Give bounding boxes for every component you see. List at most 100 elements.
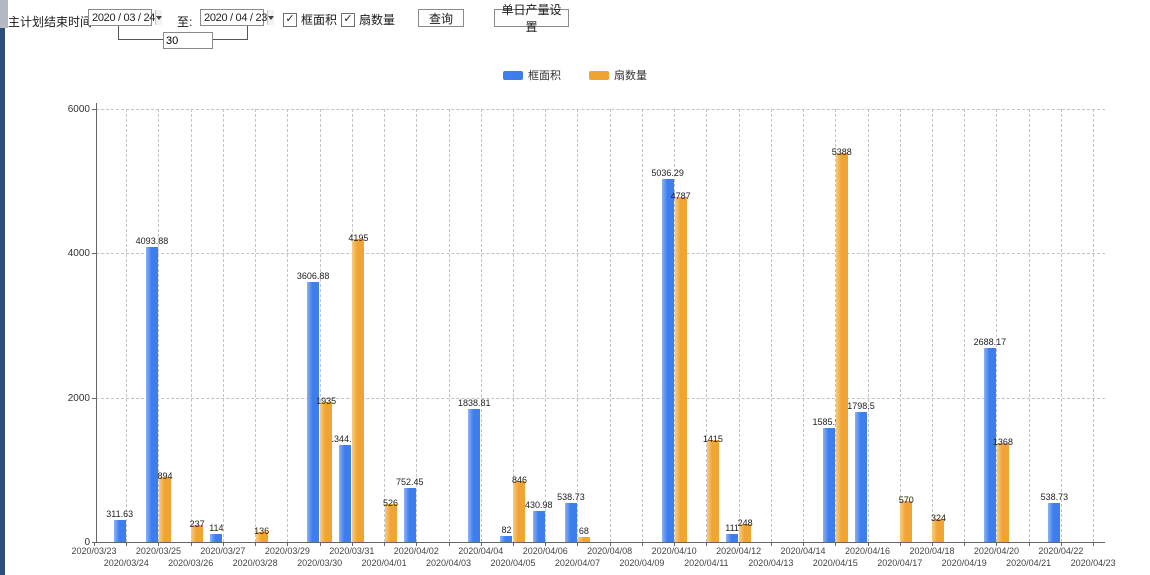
bar-fan-count: [674, 196, 687, 542]
frame-area-checkbox[interactable]: ✓: [283, 12, 297, 27]
window-corner-block: [0, 0, 8, 28]
y-axis-label: 0: [84, 537, 90, 548]
bar-fan-count: [320, 402, 333, 542]
connector-line: [118, 39, 163, 40]
legend-swatch-frame-area: [503, 70, 523, 80]
bar-value-label: 430.98: [524, 499, 553, 510]
bar-value-label: 237: [189, 518, 205, 529]
query-button[interactable]: 查询: [418, 9, 464, 27]
bar-fan-count: [577, 537, 590, 542]
x-axis-tick: [931, 542, 933, 546]
bar-fan-count: [706, 439, 719, 542]
grid-line-vertical: [577, 109, 579, 542]
grid-line-vertical: [803, 109, 805, 542]
x-axis-tick: [867, 542, 869, 546]
bar-value-label: 570: [898, 494, 914, 505]
bar-frame-area: [210, 533, 223, 542]
bar-value-label: 68: [578, 526, 589, 537]
y-axis-tick: [92, 109, 96, 110]
x-axis-tick: [1028, 542, 1030, 546]
bar-value-label: 311.63: [106, 508, 134, 519]
x-axis-tick: [158, 542, 160, 546]
bar-value-label: 1838.81: [457, 398, 491, 409]
bar-frame-area: [532, 510, 545, 542]
x-axis-tick: [319, 542, 321, 546]
grid-line-horizontal: [96, 253, 1105, 255]
grid-line-vertical: [158, 109, 160, 542]
grid-line-vertical: [190, 109, 192, 542]
x-axis-label: 2020/04/19: [941, 558, 987, 568]
fan-count-checkbox[interactable]: ✓: [341, 12, 355, 27]
x-axis-tick: [480, 542, 482, 546]
bar-value-label: 752.45: [396, 476, 424, 487]
x-axis-label: 2020/03/23: [71, 546, 117, 556]
grid-line-vertical: [319, 109, 321, 542]
bar-frame-area: [983, 348, 996, 542]
grid-line-vertical: [126, 109, 128, 542]
bar-value-label: 526: [383, 498, 399, 509]
date-to-picker[interactable]: 2020 / 04 / 23: [200, 9, 275, 26]
bar-fan-count: [384, 504, 397, 542]
grid-line-vertical: [996, 109, 998, 542]
x-axis-label: 2020/03/24: [103, 558, 149, 568]
x-axis-tick: [1093, 542, 1095, 546]
bar-fan-count: [191, 524, 204, 542]
x-axis-tick: [964, 542, 966, 546]
bar-frame-area: [307, 281, 320, 542]
interval-days-input[interactable]: [163, 32, 213, 49]
bar-value-label: 4093.88: [135, 235, 169, 246]
plan-end-time-label: 主计划结束时间:: [8, 15, 96, 29]
x-axis-label: 2020/03/26: [168, 558, 214, 568]
grid-line-vertical: [1028, 109, 1030, 542]
date-from-picker[interactable]: 2020 / 03 / 24: [88, 9, 163, 26]
y-axis-label: 4000: [67, 248, 90, 260]
x-axis-label: 2020/03/28: [232, 558, 278, 568]
x-axis-label: 2020/04/02: [393, 546, 439, 556]
bar-value-label: 324: [930, 512, 946, 523]
bar-frame-area: [661, 178, 674, 542]
x-axis-tick: [577, 542, 579, 546]
grid-line-vertical: [899, 109, 901, 542]
x-axis-tick: [674, 542, 676, 546]
x-axis-label: 2020/04/04: [458, 546, 504, 556]
frame-area-checkbox-row[interactable]: ✓ 框面积: [283, 11, 337, 28]
grid-line-vertical: [384, 109, 386, 542]
grid-line-vertical: [1060, 109, 1062, 542]
bar-value-label: 114: [209, 522, 224, 533]
grid-line-vertical: [706, 109, 708, 542]
x-axis-label: 2020/04/01: [361, 558, 407, 568]
grid-line-horizontal: [96, 397, 1105, 399]
bar-fan-count: [900, 500, 913, 542]
bar-value-label: 82: [501, 525, 512, 536]
x-axis-tick: [545, 542, 547, 546]
bar-value-label: 1798.5: [847, 401, 875, 412]
bar-fan-count: [352, 239, 365, 542]
bar-value-label: 538.73: [1040, 492, 1069, 503]
x-axis-label: 2020/04/07: [554, 558, 600, 568]
y-axis-label: 2000: [67, 392, 90, 404]
grid-line-vertical: [867, 109, 869, 542]
bar-value-label: 248: [737, 518, 753, 529]
x-axis-label: 2020/04/13: [748, 558, 794, 568]
y-axis-tick: [92, 397, 96, 399]
bar-frame-area: [145, 246, 158, 542]
date-from-dropdown-button[interactable]: [155, 10, 163, 25]
date-to-dropdown-button[interactable]: [267, 10, 275, 25]
bar-value-label: 1368: [992, 437, 1013, 448]
grid-line-vertical: [1093, 109, 1095, 542]
bar-fan-count: [513, 480, 526, 542]
x-axis-tick: [448, 542, 450, 546]
x-axis-tick: [803, 542, 805, 546]
bar-value-label: 1415: [702, 433, 723, 444]
x-axis-tick: [190, 542, 192, 546]
fan-count-checkbox-row[interactable]: ✓ 扇数量: [341, 11, 395, 28]
x-axis-label: 2020/04/16: [844, 546, 891, 556]
grid-line-vertical: [641, 109, 643, 542]
frame-area-checkbox-label: 框面积: [301, 13, 338, 27]
bar-frame-area: [500, 536, 513, 542]
x-axis-tick: [706, 542, 708, 546]
bar-frame-area: [1048, 503, 1061, 542]
chart-legend: 框面积 扇数量: [0, 67, 1150, 83]
grid-line-vertical: [770, 109, 772, 542]
